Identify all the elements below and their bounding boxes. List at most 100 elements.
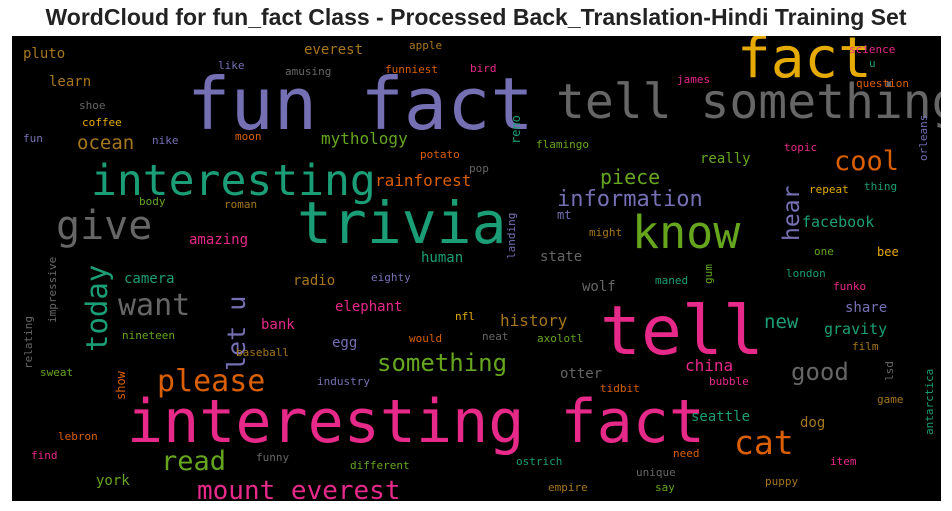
word-mount-everest: mount everest — [197, 476, 401, 501]
word-interesting-fact: interesting fact — [127, 387, 705, 457]
word-information: information — [557, 187, 703, 212]
word-state: state — [540, 249, 582, 265]
word-axolotl: axolotl — [537, 332, 583, 345]
word-relating: relating — [22, 316, 35, 369]
word-maned: maned — [655, 274, 688, 287]
word-something: something — [377, 349, 507, 377]
word-gravity: gravity — [824, 320, 887, 338]
word-show: show — [114, 370, 128, 400]
word-nineteen: nineteen — [122, 329, 175, 342]
word-eighty: eighty — [371, 271, 411, 284]
word-funko: funko — [833, 280, 866, 293]
word-fun: fun — [23, 132, 43, 145]
word-bee: bee — [877, 245, 899, 259]
word-cat: cat — [734, 423, 794, 462]
word-dog: dog — [800, 415, 825, 431]
word-camera: camera — [124, 271, 175, 287]
word-ocean: ocean — [77, 132, 134, 154]
word-gum: gum — [702, 264, 715, 284]
word-hear: hear — [779, 186, 805, 241]
word-everest: everest — [304, 42, 363, 58]
word-read: read — [161, 446, 226, 477]
word-science: science — [849, 43, 895, 56]
wordcloud-svg: fun fact interesting fact tell trivia factte… — [22, 36, 941, 501]
word-coffee: coffee — [82, 116, 122, 129]
word-today: today — [80, 265, 114, 352]
word-lsd: lsd — [883, 361, 896, 381]
word-orleans: orleans — [917, 115, 930, 161]
word-please: please — [157, 364, 265, 399]
word-pop: pop — [469, 162, 489, 175]
wordcloud-canvas: fun fact interesting fact tell trivia fact te… — [12, 36, 941, 501]
word-learn: learn — [49, 74, 91, 90]
word-body: body — [139, 195, 166, 208]
word-one: one — [814, 245, 834, 258]
word-different: different — [350, 459, 410, 472]
word-nike: nike — [152, 134, 179, 147]
word-film: film — [852, 340, 879, 353]
word-trivia: trivia — [297, 189, 507, 257]
word-fun-fact: fun fact — [187, 62, 534, 146]
word-human: human — [421, 250, 463, 266]
word-lebron: lebron — [58, 430, 98, 443]
word-james: james — [677, 73, 710, 86]
word-know: know — [632, 206, 741, 259]
word-flamingo: flamingo — [536, 138, 589, 151]
word-pluto: pluto — [23, 46, 65, 62]
word-puppy: puppy — [765, 475, 798, 488]
word-seattle: seattle — [691, 409, 750, 425]
word-say: say — [655, 481, 675, 494]
word-fact: fact — [737, 36, 872, 91]
word-unique: unique — [636, 466, 676, 479]
word-impressive: impressive — [46, 257, 59, 323]
word-bird: bird — [470, 62, 497, 75]
word-like: like — [218, 59, 245, 72]
word-tidbit: tidbit — [600, 382, 640, 395]
word-egg: egg — [332, 335, 357, 351]
word-sweat: sweat — [40, 366, 73, 379]
word-reno: reno — [509, 115, 523, 144]
word-ostrich: ostrich — [516, 455, 562, 468]
word-let-u: let u — [222, 296, 251, 371]
word-apple: apple — [409, 39, 442, 52]
word-thing: thing — [864, 180, 897, 193]
word-tell-something: tell something — [556, 74, 941, 130]
word-funniest: funniest — [385, 63, 438, 76]
word-history: history — [500, 311, 568, 330]
word-shoe: shoe — [79, 99, 106, 112]
word-rainforest: rainforest — [375, 171, 471, 190]
word-elephant: elephant — [335, 299, 402, 315]
word-u: u — [869, 57, 876, 70]
word-find: find — [31, 449, 58, 462]
word-amazing: amazing — [189, 232, 248, 248]
chart-title: WordCloud for fun_fact Class - Processed… — [45, 4, 907, 30]
word-give: give — [56, 203, 152, 249]
word-otter: otter — [560, 366, 602, 382]
word-question: question — [856, 77, 909, 90]
word-radio: radio — [293, 273, 335, 289]
word-share: share — [845, 300, 887, 316]
word-roman: roman — [224, 198, 257, 211]
word-tell: tell — [600, 292, 764, 371]
word-repeat: repeat — [809, 183, 849, 196]
word-want: want — [118, 288, 190, 323]
word-bank: bank — [261, 317, 295, 333]
word-mythology: mythology — [321, 129, 408, 148]
word-piece: piece — [600, 165, 660, 189]
word-amusing: amusing — [285, 65, 331, 78]
word-need: need — [673, 447, 700, 460]
word-might: might — [589, 226, 622, 239]
word-london: london — [786, 267, 826, 280]
word-mt: mt — [557, 208, 571, 222]
word-would: would — [409, 332, 442, 345]
word-funny: funny — [256, 451, 289, 464]
word-industry: industry — [317, 375, 370, 388]
word-interesting: interesting — [91, 156, 376, 206]
word-york: york — [96, 473, 130, 489]
word-bubble: bubble — [709, 375, 749, 388]
word-potato: potato — [420, 148, 460, 161]
word-wolf: wolf — [582, 279, 616, 295]
word-nfl: nfl — [455, 310, 475, 323]
word-facebook: facebook — [802, 213, 874, 231]
word-good: good — [791, 358, 849, 386]
